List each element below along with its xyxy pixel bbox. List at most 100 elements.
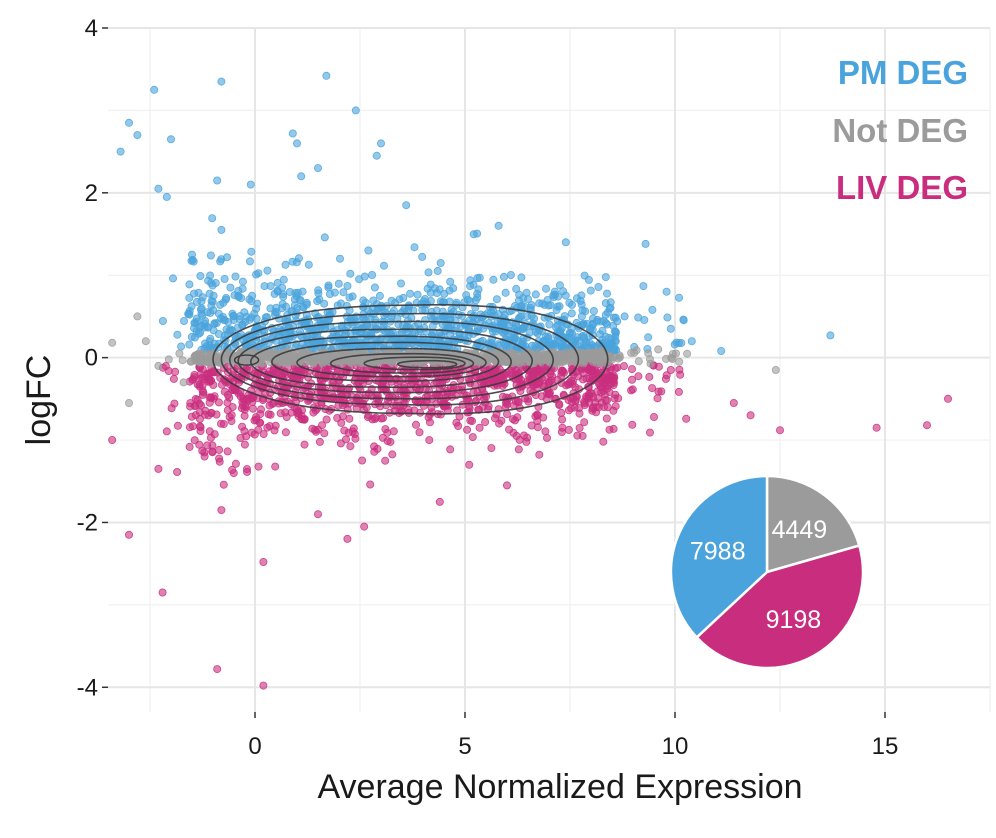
legend-not-deg: Not DEG (832, 112, 968, 149)
point-liv-deg (154, 464, 163, 473)
point-not-deg (178, 356, 187, 365)
point-pm-deg (247, 313, 256, 322)
point-not-deg (125, 398, 134, 407)
point-pm-deg (279, 275, 288, 284)
point-pm-deg (247, 247, 256, 256)
point-pm-deg (189, 289, 198, 298)
point-pm-deg (351, 106, 360, 115)
point-pm-deg (216, 257, 225, 266)
point-pm-deg (221, 295, 230, 304)
point-pm-deg (133, 131, 142, 140)
point-pm-deg (522, 288, 531, 297)
point-liv-deg (634, 372, 643, 381)
point-pm-deg (399, 293, 408, 302)
point-liv-deg (589, 393, 598, 402)
point-liv-deg (609, 381, 618, 390)
point-liv-deg (512, 431, 521, 440)
point-not-deg (654, 345, 663, 354)
point-pm-deg (222, 253, 231, 262)
point-pm-deg (314, 286, 323, 295)
density-contour (363, 356, 466, 371)
point-liv-deg (173, 467, 182, 476)
point-liv-deg (352, 404, 361, 413)
point-liv-deg (564, 406, 573, 415)
point-liv-deg (603, 396, 612, 405)
point-liv-deg (628, 420, 637, 429)
point-pm-deg (418, 252, 427, 261)
point-not-deg (683, 349, 692, 358)
point-liv-deg (317, 421, 326, 430)
point-liv-deg (294, 411, 303, 420)
pie-slice-liv-deg (694, 544, 865, 670)
point-liv-deg (348, 392, 357, 401)
point-not-deg (577, 358, 586, 367)
point-liv-deg (366, 480, 375, 489)
point-liv-deg (263, 423, 272, 432)
point-liv-deg (223, 390, 232, 399)
point-liv-deg (259, 681, 268, 690)
point-pm-deg (235, 312, 244, 321)
point-liv-deg (487, 444, 496, 453)
point-liv-deg (207, 393, 216, 402)
point-pm-deg (640, 315, 649, 324)
point-pm-deg (320, 299, 329, 308)
point-pm-deg (187, 302, 196, 311)
point-pm-deg (501, 288, 510, 297)
point-pm-deg (368, 270, 377, 279)
point-liv-deg (396, 401, 405, 410)
pie-slice-pm-deg-label: 7988 (690, 538, 746, 566)
point-pm-deg (278, 283, 287, 292)
point-pm-deg (116, 147, 125, 156)
point-pm-deg (364, 246, 373, 255)
point-pm-deg (531, 290, 540, 299)
point-pm-deg (187, 250, 196, 259)
point-liv-deg (215, 445, 224, 454)
density-contour (329, 352, 475, 374)
point-pm-deg (544, 301, 553, 310)
point-not-deg (422, 348, 431, 357)
point-pm-deg (375, 336, 384, 345)
point-pm-deg (644, 333, 653, 342)
point-liv-deg (776, 426, 785, 435)
point-pm-deg (446, 277, 455, 286)
point-pm-deg (231, 272, 240, 281)
point-liv-deg (609, 406, 618, 415)
point-pm-deg (294, 254, 303, 263)
point-pm-deg (173, 330, 182, 339)
point-not-deg (347, 359, 356, 368)
point-liv-deg (265, 401, 274, 410)
legend: PM DEG Not DEG LIV DEG (832, 54, 968, 206)
point-liv-deg (336, 439, 345, 448)
point-liv-deg (317, 398, 326, 407)
point-pm-deg (272, 308, 281, 317)
point-pm-deg (525, 328, 534, 337)
point-pm-deg (190, 333, 199, 342)
point-liv-deg (537, 392, 546, 401)
point-liv-deg (325, 406, 334, 415)
point-not-deg (627, 348, 636, 357)
point-liv-deg (468, 433, 477, 442)
x-axis-title: Average Normalized Expression (317, 768, 802, 806)
point-liv-deg (606, 372, 615, 381)
point-pm-deg (150, 85, 159, 94)
point-liv-deg (383, 428, 392, 437)
point-liv-deg (575, 409, 584, 418)
point-pm-deg (217, 225, 226, 234)
point-liv-deg (490, 414, 499, 423)
point-pm-deg (179, 316, 188, 325)
point-pm-deg (324, 281, 333, 290)
point-pm-deg (297, 172, 306, 181)
point-pm-deg (263, 266, 272, 275)
point-liv-deg (346, 442, 355, 451)
point-pm-deg (207, 301, 216, 310)
point-pm-deg (320, 233, 329, 242)
point-liv-deg (125, 530, 134, 539)
point-liv-deg (628, 375, 637, 384)
point-pm-deg (601, 310, 610, 319)
point-liv-deg (657, 387, 666, 396)
point-liv-deg (345, 414, 354, 423)
point-liv-deg (595, 379, 604, 388)
point-liv-deg (592, 408, 601, 417)
point-pm-deg (530, 314, 539, 323)
point-pm-deg (285, 287, 294, 296)
